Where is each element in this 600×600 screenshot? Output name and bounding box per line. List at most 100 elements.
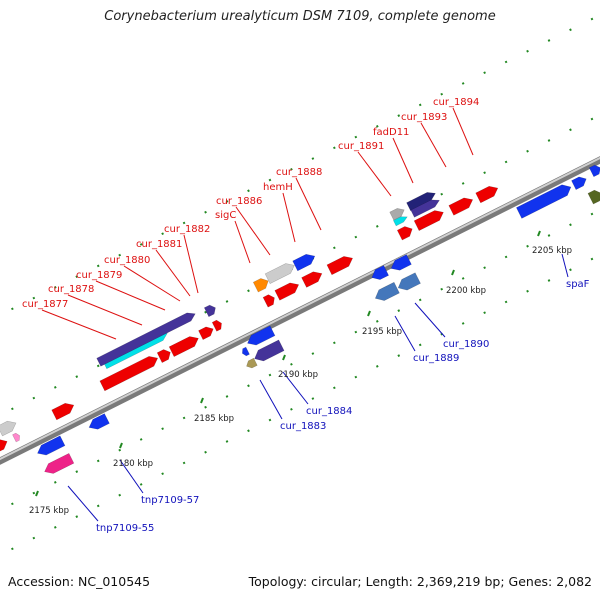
gene-cur1889 [374,281,400,301]
gene-hemH [292,254,316,272]
leader-reverse-5 [414,302,446,338]
leader-reverse-1 [119,459,144,494]
label-forward-8: hemH [263,182,293,193]
guide-line-3 [0,253,600,557]
gene-s1 [571,176,587,190]
label-reverse-4: cur_1889 [413,353,459,364]
scale-tick-mark-0 [35,490,39,497]
genes [0,164,600,474]
leader-forward-7 [235,206,271,256]
label-reverse-0: tnp7109-55 [96,523,154,534]
label-reverse-3: cur_1884 [306,406,352,417]
scale-tick-mark-4 [367,310,371,317]
gene-g2 [390,254,412,271]
gene-cur1879 [96,312,196,367]
gene-sigC [252,278,269,293]
leader-reverse-0 [67,485,99,522]
scale-tick-label-5: 2200 kbp [446,286,486,296]
gene-cur1883b [246,357,258,369]
leader-forward-3 [123,265,181,302]
label-forward-13: cur_1894 [433,97,479,108]
gene-small-1 [242,346,250,357]
gene-cur1886 [264,263,295,284]
gene-cur1882 [211,319,222,332]
scale-tick-mark-3 [282,354,286,361]
gene-cur1888 [326,256,353,276]
leader-forward-12 [420,122,447,168]
gene-cur1890 [397,272,421,291]
gene-edge-2 [12,432,20,443]
scale-tick-label-4: 2195 kbp [362,327,402,337]
leader-forward-2 [95,280,166,311]
label-forward-11: fadD11 [373,127,409,138]
scale-tick-label-0: 2175 kbp [29,506,69,516]
label-forward-4: cur_1881 [136,239,182,250]
guide-line-0 [0,13,600,317]
gene-g1 [371,265,389,280]
leader-forward-0 [41,309,117,340]
leader-reverse-3 [282,371,309,405]
guide-line-1 [0,208,600,512]
scale-tick-mark-1 [119,442,123,449]
gene-cur1894 [475,186,499,204]
scale-tick-mark-2 [200,397,204,404]
gene-a [51,403,75,421]
genome-summary-text: Topology: circular; Length: 2,369,219 bp… [248,574,592,589]
gene-hemH2 [301,271,323,288]
label-forward-10: cur_1891 [338,141,384,152]
gene-s2 [587,189,600,205]
label-forward-1: cur_1878 [48,284,94,295]
leader-forward-4 [155,249,191,297]
gene-edge-1 [0,420,17,437]
label-forward-2: cur_1879 [76,270,122,281]
label-forward-7: cur_1886 [216,196,262,207]
gene-fadD11b [410,199,440,218]
accession-text: Accession: NC_010545 [8,574,151,589]
gene-cur1883a [247,325,276,346]
gene-c [37,435,66,456]
gene-cur1891a [389,208,405,221]
gene-fadD11c [413,210,444,231]
label-forward-6: sigC [215,210,236,221]
leader-reverse-2 [259,379,283,420]
gene-cur1886b [274,282,300,301]
leader-forward-11 [392,137,414,184]
leader-forward-13 [452,107,474,156]
labels: cur_1877 cur_1878 cur_1879 cur_1880 cur_1881… [22,97,590,534]
scale-tick-mark-5 [451,269,455,276]
gene-cur1891c [396,226,413,241]
label-reverse-5: cur_1890 [443,339,489,350]
scale-tick-mark-6 [537,230,541,237]
map-title: Corynebacterium urealyticum DSM 7109, co… [104,9,496,24]
label-forward-0: cur_1877 [22,299,68,310]
gene-cur1880b [156,349,171,363]
gene-d [44,453,75,474]
gene-cur1881 [198,326,214,340]
leader-forward-5 [183,234,199,294]
leader-forward-6 [234,220,251,264]
label-reverse-2: cur_1883 [280,421,326,432]
scale-tick-label-2: 2185 kbp [194,414,234,424]
gene-spaF [516,184,572,219]
gene-cur1891b [393,216,408,227]
gene-sigC2 [262,294,275,308]
leader-forward-1 [67,294,143,326]
gene-fadD11 [406,192,436,212]
genome-backbone [0,156,600,465]
label-forward-3: cur_1880 [104,255,150,266]
gene-cur1884 [254,339,285,362]
guide-dots [0,13,600,557]
label-reverse-6: spaF [566,279,590,290]
label-leaders [35,107,569,522]
label-forward-9: cur_1888 [276,167,322,178]
label-reverse-1: tnp7109-57 [141,495,199,506]
gene-b [88,413,110,430]
label-forward-5: cur_1882 [164,224,210,235]
leader-forward-9 [295,177,322,231]
label-forward-12: cur_1893 [401,112,447,123]
leader-reverse-4 [394,315,416,352]
scale-tick-label-3: 2190 kbp [278,370,318,380]
gene-edge-3 [0,439,8,454]
gene-cur1893 [448,197,474,216]
